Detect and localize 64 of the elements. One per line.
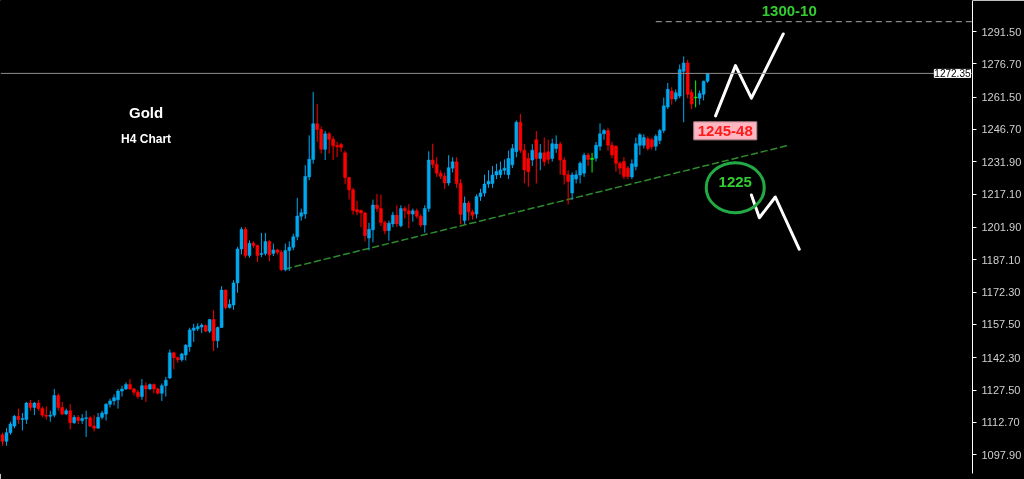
candlestick <box>466 200 471 222</box>
candlestick <box>530 143 535 167</box>
candlestick <box>407 203 411 229</box>
ref-line-label: 1272.35 <box>934 68 971 80</box>
candlestick <box>363 211 367 242</box>
candlestick <box>622 156 626 180</box>
candlestick <box>187 327 192 353</box>
y-tick-label: 1172.30 <box>981 286 1021 299</box>
candlestick <box>140 378 144 401</box>
candlestick <box>395 204 399 228</box>
y-tick-label: 1291.50 <box>981 25 1022 38</box>
candlestick <box>446 154 451 187</box>
candlestick <box>323 130 327 161</box>
candlestick <box>191 323 196 343</box>
y-tick-label: 1231.90 <box>981 155 1022 168</box>
y-tick-label: 1127.50 <box>981 384 1021 396</box>
candlestick <box>259 232 264 258</box>
candlestick <box>434 156 439 178</box>
candlestick <box>558 141 562 176</box>
candlestick <box>331 135 335 161</box>
candlestick <box>84 410 88 438</box>
annotation: H4 Chart <box>121 131 172 146</box>
candlestick <box>263 232 268 257</box>
annotation: Gold <box>128 103 164 121</box>
y-tick-label: 1157.50 <box>981 318 1021 331</box>
y-tick-label: 1261.50 <box>981 91 1022 104</box>
y-tick-label: 1112.70 <box>981 416 1020 429</box>
y-tick-label: 1217.10 <box>981 188 1022 201</box>
line-series <box>749 193 801 251</box>
candlestick <box>283 243 288 272</box>
candlestick <box>534 130 539 184</box>
candlestick <box>614 144 618 173</box>
line-series <box>714 32 785 118</box>
candlestick <box>116 388 120 410</box>
candlestick <box>462 196 467 225</box>
annotation: 1225 <box>718 173 752 191</box>
candlestick <box>693 80 698 108</box>
candlestick <box>92 414 96 433</box>
candlestick <box>590 152 594 174</box>
candlestick <box>550 138 554 163</box>
candlestick <box>279 249 284 272</box>
y-tick-label: 1246.70 <box>981 123 1022 136</box>
annotation: 1245-48 <box>697 121 753 139</box>
annotation: 1300-10 <box>761 1 817 19</box>
y-tick-label: 1142.30 <box>981 351 1021 364</box>
candlestick <box>287 240 292 272</box>
candlestick <box>482 174 487 198</box>
candlestick <box>546 139 550 165</box>
candlestick <box>586 152 590 167</box>
candlestick <box>335 141 339 158</box>
candlestick <box>538 143 543 171</box>
candlestick <box>339 142 343 153</box>
candlestick <box>128 378 132 391</box>
candlestick <box>112 393 116 406</box>
candlestick <box>570 172 574 201</box>
candlestick <box>542 137 547 167</box>
y-tick-label: 1201.90 <box>981 221 1022 234</box>
candlestick <box>164 376 168 398</box>
y-tick-label: 1097.90 <box>981 448 1022 461</box>
candlestick <box>144 381 148 403</box>
candlestick <box>223 288 228 310</box>
y-tick-label: 1187.10 <box>981 253 1021 266</box>
candlestick <box>68 403 72 430</box>
y-tick-label: 1276.70 <box>981 57 1022 70</box>
